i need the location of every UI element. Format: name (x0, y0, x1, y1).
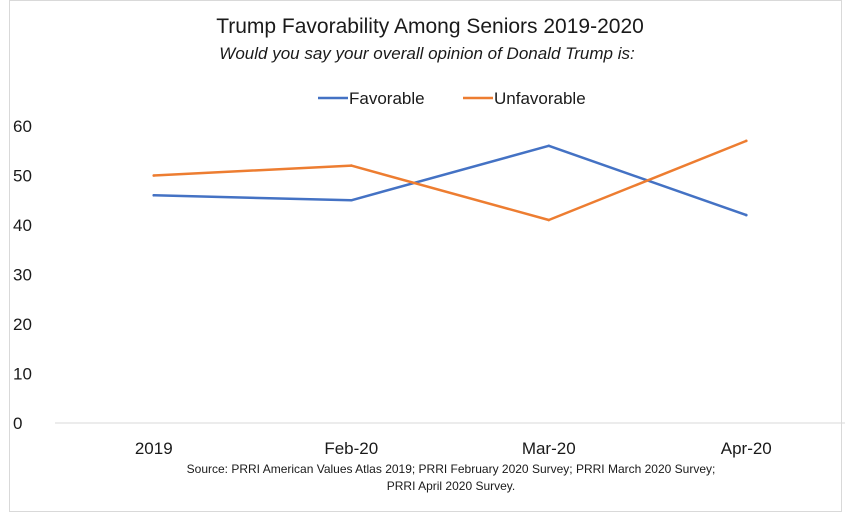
x-tick-label: Apr-20 (721, 439, 772, 458)
y-tick-label: 10 (13, 365, 32, 384)
x-axis-ticks: 2019 Feb-20 Mar-20 Apr-20 (135, 439, 772, 458)
x-tick-label: 2019 (135, 439, 173, 458)
series-points (152, 139, 748, 222)
legend-label-unfavorable: Unfavorable (494, 89, 586, 108)
y-tick-label: 20 (13, 315, 32, 334)
source-note-line-2: PRRI April 2020 Survey. (387, 479, 516, 493)
x-tick-label: Feb-20 (324, 439, 378, 458)
data-point-unfavorable (349, 164, 353, 167)
legend-label-favorable: Favorable (349, 89, 425, 108)
y-tick-label: 60 (13, 117, 32, 136)
chart-subtitle: Would you say your overall opinion of Do… (219, 44, 635, 63)
data-point-unfavorable (547, 218, 551, 222)
series-line-unfavorable (152, 139, 748, 222)
y-axis-ticks: 0 10 20 30 40 50 60 (13, 117, 32, 433)
x-tick-label: Mar-20 (522, 439, 576, 458)
y-tick-label: 50 (13, 167, 32, 186)
data-point-favorable (547, 144, 551, 148)
data-point-unfavorable (152, 174, 156, 177)
data-point-unfavorable (744, 139, 748, 143)
data-point-favorable (349, 198, 353, 202)
legend: Favorable Unfavorable (318, 89, 586, 108)
y-tick-label: 30 (13, 266, 32, 285)
data-point-favorable (744, 213, 748, 217)
series-lines (152, 139, 748, 222)
y-tick-label: 40 (13, 216, 32, 235)
chart-title: Trump Favorability Among Seniors 2019-20… (216, 15, 644, 38)
chart-frame (9, 0, 842, 512)
y-tick-label: 0 (13, 414, 22, 433)
source-note-line-1: Source: PRRI American Values Atlas 2019;… (187, 462, 716, 476)
data-point-favorable (152, 194, 156, 197)
